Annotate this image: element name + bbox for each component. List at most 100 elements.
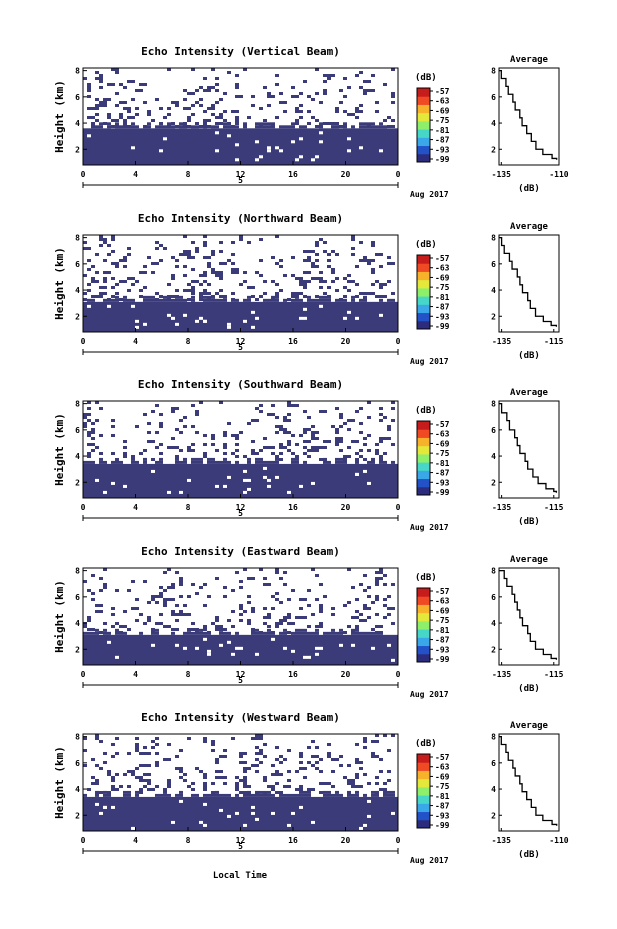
heatmap-cell: [271, 764, 275, 767]
colorbar-segment: [417, 320, 430, 330]
heatmap-cell: [243, 770, 247, 773]
heatmap-cell: [243, 568, 247, 571]
heatmap-cell: [179, 125, 183, 129]
profile-x-tick-label: -110: [549, 170, 568, 179]
heatmap-cell: [339, 460, 343, 464]
heatmap-cell: [119, 113, 123, 116]
heatmap-cell: [267, 104, 271, 107]
heatmap-cell: [215, 758, 219, 761]
heatmap-cell: [299, 92, 303, 95]
heatmap-cell: [271, 773, 275, 776]
heatmap-cell: [307, 793, 311, 797]
heatmap-cell: [239, 586, 243, 589]
heatmap-cell: [215, 770, 219, 773]
heatmap-cell: [235, 268, 239, 271]
heatmap-cell: [163, 247, 167, 250]
heatmap-gap: [347, 310, 351, 314]
heatmap-cell: [95, 71, 99, 74]
heatmap-cell: [375, 101, 379, 104]
heatmap-cell: [379, 631, 383, 634]
heatmap-cell: [139, 764, 143, 767]
heatmap-cell: [203, 628, 207, 631]
profile-y-tick-label: 4: [491, 119, 496, 128]
heatmap-cell: [103, 298, 107, 302]
heatmap-cell: [255, 746, 259, 749]
heatmap-cell: [87, 89, 91, 92]
heatmap-cell: [323, 280, 327, 283]
heatmap-cell: [111, 295, 115, 298]
heatmap-cell: [327, 286, 331, 289]
heatmap-cell: [95, 610, 99, 613]
heatmap-gap: [243, 478, 247, 482]
heatmap-cell: [155, 595, 159, 598]
heatmap-cell: [207, 125, 211, 128]
heatmap-cell: [91, 116, 95, 119]
heatmap-cell: [251, 440, 255, 443]
heatmap-cell: [223, 749, 227, 752]
colorbar-segment: [417, 486, 430, 496]
panel-title: Echo Intensity (Westward Beam): [141, 711, 340, 724]
colorbar-frame: [416, 87, 431, 163]
heatmap-cell: [215, 776, 219, 779]
heatmap-cell: [207, 460, 211, 464]
x-tick-label: 4: [133, 170, 138, 179]
heatmap-cell: [115, 628, 119, 632]
heatmap-cell: [271, 793, 275, 797]
profile-y-tick-label: 8: [491, 567, 496, 576]
heatmap-cell: [367, 89, 371, 92]
heatmap-cell: [255, 764, 259, 767]
heatmap-band: [83, 796, 398, 831]
heatmap-cell: [279, 577, 283, 580]
heatmap-cell: [191, 92, 195, 95]
heatmap-cell: [299, 628, 303, 632]
heatmap-cell: [295, 95, 299, 98]
colorbar-segment: [417, 645, 430, 655]
heatmap-cell: [263, 437, 267, 440]
heatmap-cell: [363, 259, 367, 262]
heatmap-cell: [355, 785, 359, 788]
heatmap-cell: [103, 631, 107, 635]
profile-y-tick-label: 6: [491, 93, 496, 102]
colorbar-segment: [417, 478, 430, 488]
heatmap-cell: [327, 793, 331, 797]
heatmap-cell: [251, 631, 255, 634]
heatmap-cell: [255, 628, 259, 632]
heatmap-cell: [135, 125, 139, 129]
heatmap-cell: [307, 256, 311, 259]
colorbar-tick-label: -57: [435, 87, 450, 96]
colorbar-segment: [417, 786, 430, 796]
heatmap-gap: [363, 469, 367, 473]
heatmap-cell: [335, 289, 339, 292]
heatmap-cell: [183, 125, 187, 128]
heatmap-gap: [151, 469, 155, 473]
heatmap-cell: [271, 631, 275, 634]
heatmap-cell: [155, 404, 159, 407]
heatmap-cell: [239, 791, 243, 794]
heatmap-cell: [239, 238, 243, 241]
y-tick-label: 4: [75, 452, 80, 461]
heatmap-cell: [299, 434, 303, 437]
heatmap-cell: [207, 89, 211, 92]
heatmap-cell: [375, 295, 379, 298]
x-tick-label: 12: [236, 836, 246, 845]
heatmap-cell: [387, 425, 391, 428]
heatmap-cell: [247, 577, 251, 580]
heatmap-cell: [303, 440, 307, 443]
heatmap-cell: [163, 598, 167, 601]
heatmap-cell: [319, 298, 323, 302]
profile-y-tick-label: 2: [491, 811, 496, 820]
colorbar-segment: [417, 129, 430, 138]
heatmap-cell: [235, 86, 239, 89]
heatmap-cell: [279, 793, 283, 797]
heatmap-cell: [271, 404, 275, 407]
heatmap-gap: [251, 325, 255, 329]
heatmap-cell: [135, 113, 139, 116]
heatmap-cell: [259, 295, 263, 298]
heatmap-cell: [91, 460, 95, 464]
heatmap-cell: [183, 122, 187, 125]
heatmap-cell: [391, 68, 395, 71]
heatmap-cell: [339, 101, 343, 104]
heatmap-band: [83, 301, 398, 332]
heatmap-cell: [95, 628, 99, 632]
heatmap-cell: [355, 610, 359, 613]
